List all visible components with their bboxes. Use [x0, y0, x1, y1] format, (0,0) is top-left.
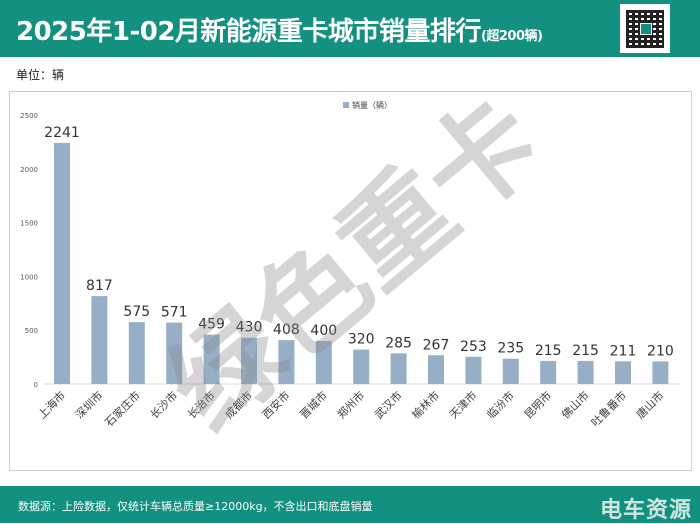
bar [502, 358, 519, 384]
x-tick-label: 石家庄市 [102, 388, 143, 429]
x-tick-label: 榆林市 [409, 388, 442, 421]
bar [615, 361, 631, 384]
bar [166, 322, 183, 384]
data-label: 267 [423, 337, 450, 353]
x-tick-label: 吐鲁番市 [588, 388, 629, 429]
bar [241, 337, 257, 384]
bar [353, 349, 370, 384]
data-label: 215 [572, 343, 599, 359]
data-label: 320 [348, 332, 375, 348]
data-label: 459 [198, 317, 225, 333]
data-label: 571 [161, 305, 188, 321]
x-tick-label: 唐山市 [633, 388, 666, 421]
data-label: 430 [236, 320, 263, 336]
x-tick-label: 晋城市 [297, 388, 330, 421]
y-tick-label: 2000 [20, 166, 38, 174]
data-label: 2241 [44, 125, 80, 141]
x-tick-label: 昆明市 [521, 388, 554, 421]
title-suffix: (超200辆) [480, 29, 543, 44]
bar [315, 340, 332, 384]
data-label: 211 [610, 343, 637, 359]
qr-code-icon [620, 4, 670, 53]
bar [128, 322, 145, 384]
header-banner: 2025年1-02月新能源重卡城市销量排行(超200辆) [0, 0, 700, 57]
bar [390, 353, 407, 384]
bar [91, 296, 108, 384]
unit-label: 单位：辆 [16, 68, 65, 82]
data-source-note: 数据源：上险数据，仅统计车辆总质量≥12000kg，不含出口和底盘销量 [18, 500, 373, 513]
legend-label: 销量（辆） [352, 100, 392, 110]
y-tick-label: 1500 [20, 220, 38, 228]
data-label: 575 [123, 304, 150, 320]
bar [54, 142, 70, 384]
x-tick-label: 临汾市 [484, 388, 517, 421]
bar [428, 355, 444, 384]
x-tick-label: 天津市 [446, 388, 479, 421]
footer-banner: 数据源：上险数据，仅统计车辆总质量≥12000kg，不含出口和底盘销量 电车资源 [0, 486, 700, 523]
title-main: 2025年1-02月新能源重卡城市销量排行 [16, 17, 481, 47]
data-label: 215 [535, 343, 562, 359]
y-tick-label: 0 [34, 381, 38, 389]
data-label: 408 [273, 322, 300, 338]
y-tick-label: 2500 [20, 112, 38, 120]
bar [540, 360, 557, 384]
bar [203, 334, 220, 384]
data-label: 400 [310, 323, 337, 339]
bar [278, 340, 295, 384]
y-tick-label: 1000 [20, 273, 38, 281]
legend-swatch [343, 102, 349, 108]
bar [465, 356, 482, 384]
bar-chart: 0 500 1000 1500 2000 2500 销量（辆） 2241 上海市 817 深圳市 57… [20, 73, 680, 454]
data-label: 210 [647, 343, 674, 359]
bar [577, 360, 594, 384]
x-tick-label: 武汉市 [371, 388, 404, 421]
data-label: 285 [385, 335, 412, 351]
data-label: 817 [86, 278, 113, 294]
data-label: 235 [497, 341, 524, 357]
brand-logo: 电车资源 [599, 498, 692, 523]
x-tick-label: 佛山市 [558, 388, 591, 421]
x-tick-label: 郑州市 [334, 388, 367, 421]
chart-frame [9, 91, 692, 471]
data-label: 253 [460, 339, 487, 355]
y-tick-label: 500 [25, 327, 38, 335]
x-tick-label: 上海市 [35, 388, 68, 421]
bar [652, 361, 669, 384]
page-title: 2025年1-02月新能源重卡城市销量排行(超200辆) [16, 11, 543, 48]
x-tick-label: 深圳市 [72, 388, 105, 421]
